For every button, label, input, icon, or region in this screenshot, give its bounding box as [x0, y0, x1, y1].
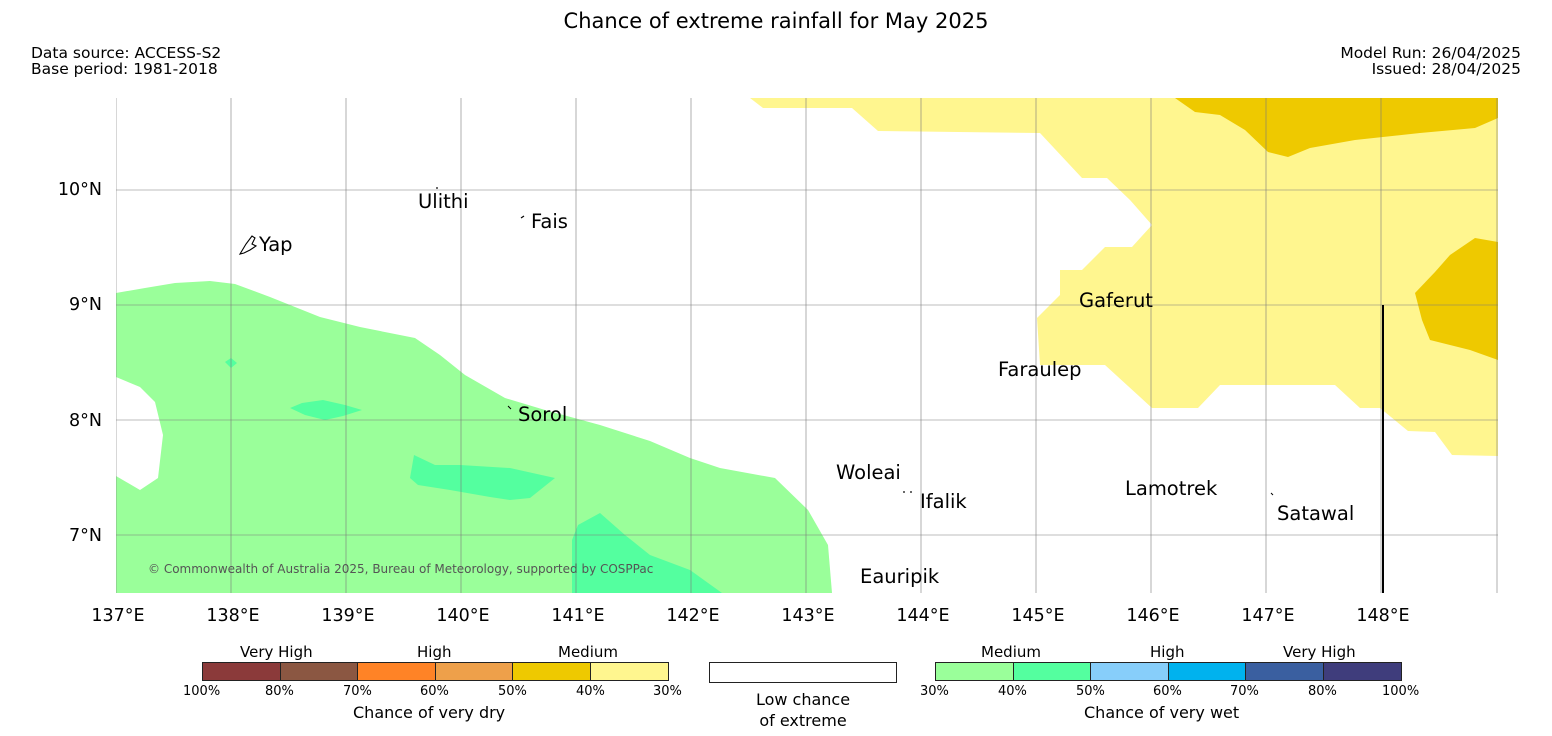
place-label-sorol: Sorol: [518, 403, 567, 426]
issued-date: Issued: 28/04/2025: [1371, 60, 1521, 78]
wet-tick: 40%: [998, 684, 1027, 699]
ulithi-dot: [436, 187, 438, 189]
dry-tick: 80%: [265, 684, 294, 699]
lon-label: 143°E: [781, 606, 834, 626]
yap-island-icon: [238, 235, 258, 255]
model-run: Model Run: 26/04/2025: [1340, 44, 1521, 62]
wet-swatch: [1090, 662, 1169, 681]
satawal-dot: [1270, 492, 1274, 496]
lon-label: 137°E: [91, 606, 144, 626]
dry-region-40-50-east: [1415, 238, 1498, 360]
dry-swatch: [357, 662, 436, 681]
low-chance-label: Low chance of extreme: [709, 689, 897, 731]
fais-dot: [520, 215, 525, 219]
low-chance-line1: Low chance: [755, 690, 851, 709]
lat-label: 8°N: [69, 411, 102, 431]
lat-label: 10°N: [58, 180, 102, 200]
wet-tick: 100%: [1382, 684, 1420, 699]
base-period: Base period: 1981-2018: [31, 60, 218, 78]
lon-label: 141°E: [551, 606, 604, 626]
wet-tick: 30%: [920, 684, 949, 699]
dry-tick: 40%: [576, 684, 605, 699]
data-source: Data source: ACCESS-S2: [31, 44, 222, 62]
place-label-ulithi: Ulithi: [418, 190, 469, 213]
wet-swatch: [1323, 662, 1402, 681]
lon-label: 139°E: [321, 606, 374, 626]
wet-region-30-40: [116, 281, 832, 593]
dry-legend-title: Chance of very dry: [353, 703, 506, 722]
place-label-gaferut: Gaferut: [1079, 289, 1153, 312]
place-label-woleai: Woleai: [836, 461, 901, 484]
lon-label: 148°E: [1356, 606, 1409, 626]
dry-swatch: [512, 662, 591, 681]
dry-tick: 30%: [653, 684, 682, 699]
meta-right: Model Run: 26/04/2025 Issued: 28/04/2025: [1340, 45, 1521, 77]
dry-category-high: High: [417, 643, 452, 661]
low-chance-swatch: [709, 662, 897, 683]
dry-tick: 100%: [183, 684, 221, 699]
low-chance-line2: of extreme: [759, 711, 847, 730]
lat-label: 9°N: [69, 295, 102, 315]
copyright-notice: © Commonwealth of Australia 2025, Bureau…: [148, 562, 654, 576]
place-label-faraulep: Faraulep: [998, 358, 1082, 381]
dry-swatch: [434, 662, 514, 681]
wet-swatch: [1167, 662, 1247, 681]
wet-swatch: [1245, 662, 1324, 681]
wet-swatch: [935, 662, 1014, 681]
meta-left: Data source: ACCESS-S2 Base period: 1981…: [31, 45, 221, 77]
lon-label: 142°E: [666, 606, 719, 626]
place-label-ifalik: Ifalik: [920, 490, 967, 513]
dry-swatch: [202, 662, 281, 681]
wet-category-very-high: Very High: [1283, 643, 1356, 661]
wet-region-40-50-c: [410, 455, 555, 500]
dry-region-40-50-north: [1175, 98, 1498, 157]
wet-tick: 60%: [1153, 684, 1182, 699]
lon-label: 147°E: [1241, 606, 1294, 626]
wet-tick: 80%: [1308, 684, 1337, 699]
wet-category-medium: Medium: [981, 643, 1041, 661]
place-label-eauripik: Eauripik: [860, 565, 940, 588]
dry-tick: 70%: [343, 684, 372, 699]
wet-tick: 70%: [1230, 684, 1259, 699]
dry-tick: 50%: [498, 684, 527, 699]
dry-category-very-high: Very High: [240, 643, 313, 661]
wet-swatch: [1012, 662, 1092, 681]
lon-label: 144°E: [896, 606, 949, 626]
lon-label: 140°E: [436, 606, 489, 626]
wet-legend-title: Chance of very wet: [1084, 703, 1240, 722]
dry-swatch: [279, 662, 359, 681]
woleai-dot: [903, 491, 905, 493]
ifalik-dot: [910, 491, 912, 493]
dry-swatch: [590, 662, 669, 681]
place-label-lamotrek: Lamotrek: [1125, 477, 1218, 500]
dry-category-medium: Medium: [558, 643, 618, 661]
wet-category-high: High: [1150, 643, 1185, 661]
wet-region-40-50-d: [572, 513, 722, 593]
place-label-fais: Fais: [531, 210, 568, 233]
lon-labels: 137°E 138°E 139°E 140°E 141°E 142°E 143°…: [91, 606, 1409, 626]
place-label-satawal: Satawal: [1277, 502, 1354, 525]
chart-title: Chance of extreme rainfall for May 2025: [563, 9, 989, 33]
dry-region-30-40: [750, 98, 1498, 456]
lat-label: 7°N: [69, 526, 102, 546]
wet-region-40-50-b: [290, 400, 362, 420]
lon-label: 145°E: [1011, 606, 1064, 626]
wet-tick: 50%: [1076, 684, 1105, 699]
place-label-yap: Yap: [258, 233, 293, 256]
graticule: [116, 98, 1498, 593]
dry-tick: 60%: [420, 684, 449, 699]
lon-label: 146°E: [1126, 606, 1179, 626]
sorol-dot: [507, 405, 512, 410]
lon-label: 138°E: [206, 606, 259, 626]
